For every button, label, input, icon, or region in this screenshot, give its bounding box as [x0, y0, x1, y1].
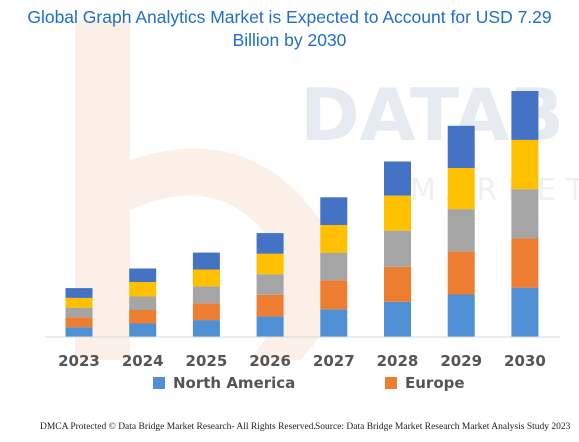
bar-segment-2026-series-1: [256, 316, 284, 337]
bar-segment-2027-series-5: [320, 197, 348, 225]
chart-title-line-1: Global Graph Analytics Market is Expecte…: [27, 7, 552, 27]
bar-segment-2026-series-4: [256, 253, 284, 275]
bar-segment-2029-series-3: [447, 209, 475, 252]
x-tick-label-2025: 2025: [186, 352, 228, 370]
footer-source: Source: Data Bridge Market Research Mark…: [315, 422, 571, 432]
bar-segment-2025-series-5: [192, 252, 220, 270]
bar-segment-2023-series-1: [65, 327, 93, 337]
x-tick-label-2028: 2028: [377, 352, 419, 370]
bar-segment-2028-series-3: [384, 230, 411, 267]
bar-segment-2023-series-3: [65, 307, 93, 318]
chart-title-line-2: Billion by 2030: [232, 30, 347, 50]
bar-segment-2025-series-3: [192, 286, 220, 304]
bar-segment-2028-series-4: [384, 195, 411, 231]
bar-segment-2024-series-3: [129, 296, 157, 310]
bar-segment-2030-series-5: [511, 91, 539, 140]
bar-segment-2027-series-3: [320, 252, 348, 281]
legend-label-europe: Europe: [405, 374, 465, 392]
bar-segment-2027-series-4: [320, 225, 348, 253]
bar-segment-2030-series-2: [511, 238, 539, 288]
bar-segment-2025-series-2: [192, 303, 220, 321]
legend-swatch-north-america: [153, 377, 165, 389]
bar-segment-2028-series-5: [384, 161, 411, 196]
bar-segment-2025-series-1: [192, 320, 220, 337]
x-axis-labels: 2023 2024 2025 2026 2027 2028 2029 2030: [58, 352, 546, 370]
bar-segment-2026-series-3: [256, 274, 284, 295]
bar-segment-2025-series-4: [192, 269, 220, 287]
bar-segment-2023-series-5: [65, 288, 93, 298]
bar-segment-2024-series-1: [129, 323, 157, 337]
bar-segment-2029-series-5: [447, 125, 475, 168]
footer-copyright: DMCA Protected © Data Bridge Market Rese…: [40, 422, 316, 432]
bar-segment-2024-series-5: [129, 268, 157, 282]
bar-segment-2024-series-4: [129, 282, 157, 297]
bar-segment-2030-series-3: [511, 189, 539, 239]
bar-segment-2030-series-1: [511, 287, 539, 337]
legend-item-north-america: North America: [153, 374, 295, 392]
bars-group: [65, 91, 539, 337]
bar-segment-2030-series-4: [511, 139, 539, 190]
chart-title: Global Graph Analytics Market is Expecte…: [0, 6, 579, 52]
bar-segment-2026-series-2: [256, 294, 284, 317]
bar-segment-2029-series-1: [447, 294, 475, 337]
bar-segment-2023-series-4: [65, 297, 93, 308]
legend-label-north-america: North America: [173, 374, 296, 392]
x-tick-label-2024: 2024: [122, 352, 164, 370]
bar-segment-2028-series-1: [384, 301, 411, 337]
x-tick-label-2030: 2030: [504, 352, 546, 370]
x-tick-label-2026: 2026: [249, 352, 291, 370]
bar-segment-2028-series-2: [384, 266, 411, 302]
bar-segment-2026-series-5: [256, 233, 284, 254]
legend: North America Europe: [0, 374, 579, 396]
legend-swatch-europe: [385, 377, 397, 389]
watermark-logo-shape: [75, 20, 336, 360]
x-tick-label-2029: 2029: [440, 352, 482, 370]
bar-segment-2023-series-2: [65, 317, 93, 328]
watermark-subtext: MARKET: [410, 173, 579, 208]
bar-segment-2029-series-4: [447, 167, 475, 210]
x-tick-label-2027: 2027: [313, 352, 355, 370]
x-tick-label-2023: 2023: [58, 352, 100, 370]
bar-segment-2029-series-2: [447, 251, 475, 295]
bar-segment-2027-series-1: [320, 309, 348, 337]
legend-item-europe: Europe: [385, 374, 465, 392]
bar-segment-2027-series-2: [320, 280, 348, 310]
bar-segment-2024-series-2: [129, 310, 157, 324]
